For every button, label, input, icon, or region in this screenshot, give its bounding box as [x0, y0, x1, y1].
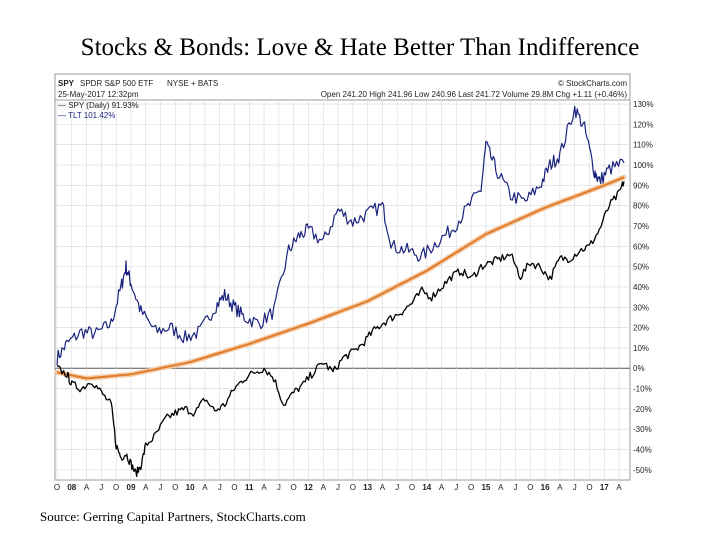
y-tick-label: 10%	[633, 344, 649, 353]
x-tick-label: 15	[481, 483, 490, 492]
y-tick-label: 80%	[633, 202, 649, 211]
x-tick-label: 09	[127, 483, 136, 492]
legend-spy: — SPY (Daily) 91.93%	[58, 101, 139, 110]
x-tick-label: O	[291, 483, 297, 492]
y-tick-label: 50%	[633, 263, 649, 272]
x-tick-label: 17	[600, 483, 609, 492]
x-tick-label: 16	[541, 483, 550, 492]
chart-symbol: SPY	[58, 79, 75, 88]
x-tick-label: 12	[304, 483, 313, 492]
x-tick-label: J	[514, 483, 518, 492]
y-tick-label: -10%	[633, 385, 652, 394]
y-tick-label: -20%	[633, 405, 652, 414]
source-note: Source: Gerring Capital Partners, StockC…	[40, 509, 306, 524]
y-tick-label: 70%	[633, 222, 649, 231]
x-tick-label: A	[202, 483, 208, 492]
x-tick-label: O	[54, 483, 60, 492]
x-tick-label: A	[143, 483, 149, 492]
grid-layer	[55, 100, 630, 480]
x-tick-label: A	[616, 483, 622, 492]
chart-quote: Open 241.20 High 241.96 Low 240.96 Last …	[321, 90, 628, 99]
x-tick-label: A	[439, 483, 445, 492]
stock-chart: SPY SPDR S&P 500 ETF NYSE + BATS © Stock…	[54, 73, 653, 492]
x-tick-label: O	[231, 483, 237, 492]
y-tick-label: 130%	[633, 100, 653, 109]
y-tick-label: -30%	[633, 425, 652, 434]
x-tick-label: J	[99, 483, 103, 492]
x-tick-label: A	[557, 483, 563, 492]
x-tick-label: O	[113, 483, 119, 492]
trend-line	[56, 176, 625, 380]
x-tick-label: 10	[186, 483, 195, 492]
slide-title: Stocks & Bonds: Love & Hate Better Than …	[80, 34, 640, 61]
x-tick-label: J	[573, 483, 577, 492]
x-tick-label: A	[321, 483, 327, 492]
y-tick-label: 100%	[633, 161, 653, 170]
series-line-tlt	[56, 105, 625, 366]
legend-tlt: — TLT 101.42%	[58, 111, 115, 120]
series-layer	[56, 105, 625, 478]
x-tick-label: 11	[245, 483, 254, 492]
y-tick-label: 120%	[633, 120, 653, 129]
x-tick-label: J	[277, 483, 281, 492]
x-tick-label: O	[409, 483, 415, 492]
y-axis-ticks: 130% 120% 110% 100% 90% 80% 70% 60% 50% 40% 30% 20%…	[633, 100, 653, 475]
series-line-spy	[56, 181, 625, 478]
x-tick-label: 14	[422, 483, 431, 492]
chart-frame	[54, 73, 631, 481]
y-tick-label: 20%	[633, 324, 649, 333]
x-tick-label: 13	[363, 483, 372, 492]
y-tick-label: 30%	[633, 303, 649, 312]
y-tick-label: -40%	[633, 446, 652, 455]
chart-security-name: SPDR S&P 500 ETF	[80, 79, 153, 88]
trend-layer	[54, 174, 627, 381]
chart-date: 25-May-2017 12:32pm	[58, 90, 139, 99]
x-tick-label: J	[454, 483, 458, 492]
y-tick-label: 90%	[633, 181, 649, 190]
y-tick-label: 0%	[633, 364, 645, 373]
x-tick-label: O	[586, 483, 592, 492]
x-tick-label: A	[380, 483, 386, 492]
x-tick-label: O	[172, 483, 178, 492]
chart-exchange: NYSE + BATS	[167, 79, 218, 88]
x-tick-label: J	[218, 483, 222, 492]
y-tick-label: 110%	[633, 141, 653, 150]
y-tick-label: -50%	[633, 466, 652, 475]
x-tick-label: O	[350, 483, 356, 492]
x-tick-label: A	[84, 483, 90, 492]
x-tick-label: 08	[67, 483, 76, 492]
chart-brand: © StockCharts.com	[558, 79, 627, 88]
x-tick-label: J	[395, 483, 399, 492]
x-axis-ticks: O 08 A J O 09 A J O 10 A J O 11 A J O 12 A J O 13 A J O 14 A J O 15 A J…	[54, 483, 623, 492]
x-tick-label: O	[468, 483, 474, 492]
x-tick-label: J	[159, 483, 163, 492]
x-tick-label: O	[527, 483, 533, 492]
y-tick-label: 60%	[633, 242, 649, 251]
x-tick-label: J	[336, 483, 340, 492]
x-tick-label: A	[261, 483, 267, 492]
x-tick-label: A	[498, 483, 504, 492]
y-tick-label: 40%	[633, 283, 649, 292]
